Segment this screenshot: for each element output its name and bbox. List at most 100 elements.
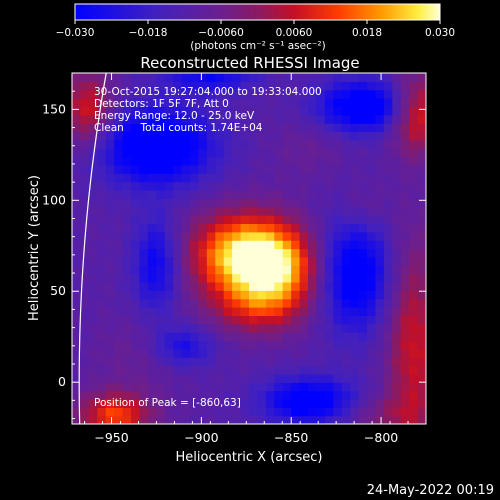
- heatmap-cell: [265, 148, 275, 158]
- heatmap-cell: [316, 98, 326, 108]
- heatmap-cell: [173, 307, 183, 316]
- heatmap-cell: [223, 114, 233, 124]
- heatmap-cell: [417, 231, 426, 241]
- heatmap-cell: [367, 81, 377, 91]
- heatmap-cell: [114, 215, 124, 225]
- heatmap-cell: [232, 131, 242, 141]
- heatmap-cell: [173, 332, 183, 342]
- annotation-energy-range: Energy Range: 12.0 - 25.0 keV: [94, 110, 255, 122]
- heatmap-cell: [341, 81, 351, 91]
- heatmap-cell: [392, 340, 402, 350]
- heatmap-cell: [240, 281, 250, 291]
- heatmap-cell: [147, 198, 157, 208]
- heatmap-cell: [139, 114, 149, 124]
- heatmap-cell: [333, 190, 343, 199]
- heatmap-cell: [409, 98, 419, 108]
- heatmap-cell: [156, 73, 166, 82]
- heatmap-cell: [358, 114, 368, 124]
- heatmap-cell: [181, 332, 191, 342]
- heatmap-cell: [409, 373, 419, 383]
- heatmap-cell: [249, 281, 259, 291]
- heatmap-cell: [131, 89, 141, 99]
- heatmap-cell: [282, 114, 292, 124]
- heatmap-cell: [308, 190, 318, 199]
- heatmap-cell: [265, 332, 275, 342]
- heatmap-cell: [350, 256, 360, 266]
- heatmap-cell: [122, 373, 132, 383]
- heatmap-cell: [198, 114, 208, 124]
- heatmap-cell: [392, 223, 402, 233]
- heatmap-cell: [417, 131, 426, 141]
- heatmap-cell: [232, 398, 242, 408]
- heatmap-cell: [97, 164, 107, 174]
- heatmap-cell: [190, 273, 200, 283]
- heatmap-cell: [282, 198, 292, 208]
- heatmap-cell: [341, 190, 351, 199]
- heatmap-cell: [324, 357, 334, 367]
- heatmap-cell: [190, 156, 200, 166]
- heatmap-cell: [324, 156, 334, 166]
- heatmap-cell: [375, 273, 385, 283]
- heatmap-cell: [375, 407, 385, 417]
- heatmap-cell: [409, 181, 419, 191]
- heatmap-cell: [215, 114, 225, 124]
- heatmap-cell: [97, 190, 107, 199]
- heatmap-cell: [131, 215, 141, 225]
- heatmap-cell: [181, 290, 191, 300]
- heatmap-cell: [316, 265, 326, 275]
- heatmap-cell: [114, 123, 124, 133]
- heatmap-cell: [265, 156, 275, 166]
- heatmap-cell: [350, 131, 360, 141]
- heatmap-cell: [400, 256, 410, 266]
- heatmap-cell: [367, 89, 377, 99]
- heatmap-cell: [392, 156, 402, 166]
- heatmap-cell: [105, 73, 115, 82]
- heatmap-cell: [206, 156, 216, 166]
- heatmap-cell: [316, 373, 326, 383]
- heatmap-cell: [97, 357, 107, 367]
- heatmap-cell: [223, 73, 233, 82]
- heatmap-cell: [383, 198, 393, 208]
- heatmap-cell: [97, 407, 107, 417]
- heatmap-cell: [409, 190, 419, 199]
- heatmap-cell: [274, 315, 284, 325]
- heatmap-cell: [257, 156, 267, 166]
- heatmap-cell: [291, 365, 301, 375]
- heatmap-cell: [333, 73, 343, 82]
- heatmap-cell: [181, 156, 191, 166]
- heatmap-cell: [316, 198, 326, 208]
- heatmap-cell: [215, 290, 225, 300]
- heatmap-cell: [316, 273, 326, 283]
- heatmap-cell: [181, 223, 191, 233]
- heatmap-cell: [392, 98, 402, 108]
- heatmap-cell: [249, 407, 259, 417]
- heatmap-cell: [299, 231, 309, 241]
- heatmap-cell: [316, 340, 326, 350]
- heatmap-cell: [299, 298, 309, 308]
- heatmap-cell: [392, 398, 402, 408]
- heatmap-cell: [139, 248, 149, 258]
- heatmap-cell: [316, 148, 326, 158]
- heatmap-cell: [299, 164, 309, 174]
- heatmap-cell: [190, 415, 200, 424]
- heatmap-cell: [147, 89, 157, 99]
- heatmap-cell: [223, 382, 233, 392]
- heatmap-cell: [72, 231, 82, 241]
- heatmap-cell: [164, 390, 174, 400]
- heatmap-cell: [392, 332, 402, 342]
- heatmap-cell: [350, 81, 360, 91]
- heatmap-cell: [97, 231, 107, 241]
- heatmap-cell: [299, 290, 309, 300]
- heatmap-cell: [206, 148, 216, 158]
- heatmap-cell: [257, 290, 267, 300]
- heatmap-cell: [240, 265, 250, 275]
- heatmap-cell: [383, 156, 393, 166]
- heatmap-cell: [164, 273, 174, 283]
- heatmap-cell: [181, 365, 191, 375]
- heatmap-cell: [215, 131, 225, 141]
- heatmap-cell: [190, 206, 200, 216]
- heatmap-cell: [198, 332, 208, 342]
- heatmap-cell: [291, 156, 301, 166]
- heatmap-cell: [215, 298, 225, 308]
- heatmap-cell: [409, 256, 419, 266]
